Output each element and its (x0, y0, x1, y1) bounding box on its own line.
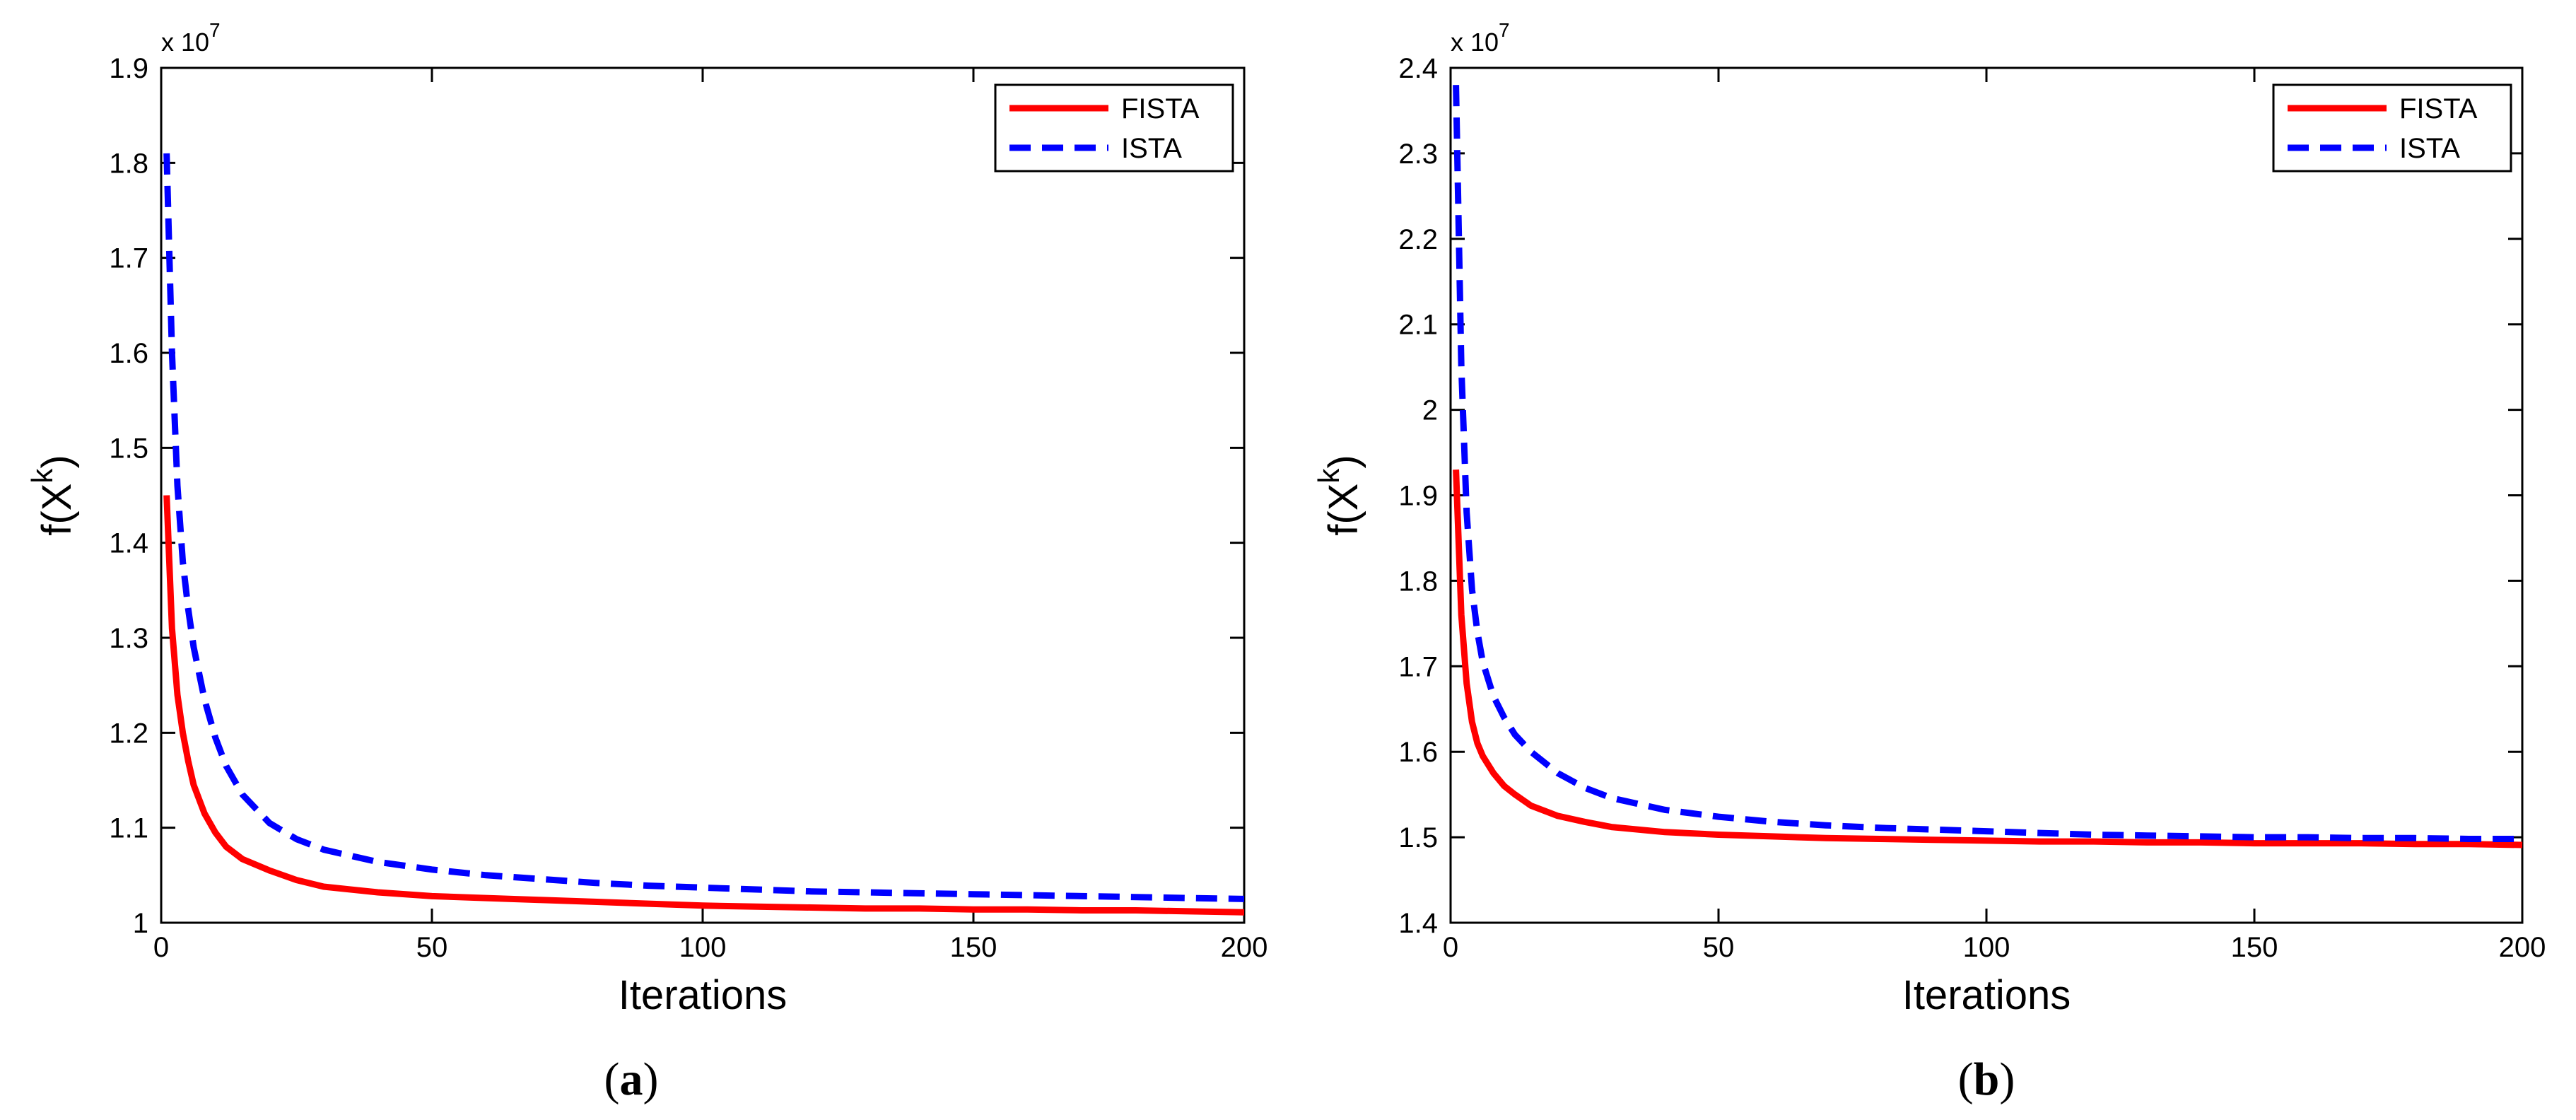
y-tick-label: 1.8 (109, 148, 148, 179)
x-axis-title: Iterations (619, 972, 788, 1018)
y-axis-title: f(Xk) (1312, 455, 1366, 535)
y-tick-label: 1.7 (1398, 651, 1438, 682)
x-tick-label: 150 (2231, 932, 2278, 963)
legend: FISTA ISTA (2272, 83, 2512, 173)
series-line-ista (1453, 85, 2522, 842)
y-tick-label: 2.1 (1398, 310, 1438, 341)
y-axis-title-close: ) (34, 455, 80, 468)
axis-multiplier: x 107 (1451, 19, 1510, 57)
y-tick-label: 1.7 (109, 243, 148, 274)
x-tick-label: 200 (1221, 932, 1268, 963)
y-tick-label: 2.3 (1398, 139, 1438, 170)
y-axis-title-main: f(X (34, 484, 80, 536)
x-tick-label: 0 (153, 932, 169, 963)
y-axis-title-superscript: k (1312, 468, 1345, 484)
plot-area (1449, 66, 2524, 924)
y-tick-label: 1.1 (109, 813, 148, 844)
panel-caption-close: ) (643, 1054, 659, 1105)
y-tick-label: 1.6 (1398, 737, 1438, 768)
legend-label-fista: FISTA (2399, 93, 2478, 124)
panel-caption: (b) (1958, 1054, 2015, 1105)
x-tick-label: 150 (950, 932, 997, 963)
axis-multiplier-base: x 10 (161, 28, 209, 57)
panel-caption: (a) (604, 1054, 659, 1105)
legend-label-ista: ISTA (1121, 133, 1182, 164)
y-tick-label: 2 (1422, 395, 1438, 426)
y-tick-label: 1.6 (109, 338, 148, 369)
legend-box (994, 83, 1234, 173)
x-tick-label: 100 (679, 932, 727, 963)
x-tick-label: 200 (2499, 932, 2546, 963)
y-tick-label: 1.2 (109, 718, 148, 749)
x-axis-title: Iterations (1902, 972, 2071, 1018)
y-axis-title-superscript: k (25, 468, 59, 484)
axis-multiplier-exponent: 7 (1499, 19, 1510, 41)
y-axis-title: f(Xk) (25, 455, 80, 535)
x-tick-label: 50 (416, 932, 448, 963)
axis-multiplier-base: x 10 (1451, 28, 1499, 57)
x-tick-label: 50 (1703, 932, 1735, 963)
y-tick-label: 1.4 (1398, 908, 1438, 939)
series-line-fista (163, 495, 1245, 916)
y-tick-label: 1.5 (1398, 822, 1438, 853)
chart-panel-b: 0 50 100 150 200 1.4 1.5 1.6 1.7 1.8 1.9 2 2.1 2.2 2.3… (1312, 19, 2546, 1105)
series-line-ista (163, 153, 1245, 902)
y-tick-label: 1.3 (109, 623, 148, 654)
axis-multiplier: x 107 (161, 19, 221, 57)
chart-panel-a: 0 50 100 150 200 1 1.1 1.2 1.3 1.4 1.5 1.6 1.7 1.8 1.9… (25, 19, 1267, 1105)
y-axis-title-main: f(X (1321, 484, 1366, 536)
series-line-fista (1453, 469, 2523, 848)
panel-caption-letter: b (1974, 1054, 2000, 1105)
legend: FISTA ISTA (994, 83, 1234, 173)
panel-caption-open: ( (1958, 1054, 1974, 1105)
panel-caption-open: ( (604, 1054, 620, 1105)
plot-area (160, 66, 1246, 924)
y-tick-label: 1 (133, 908, 148, 939)
panel-caption-close: ) (1999, 1054, 2015, 1105)
y-tick-label: 1.9 (1398, 481, 1438, 512)
y-tick-label: 1.5 (109, 433, 148, 464)
legend-label-ista: ISTA (2399, 133, 2460, 164)
y-tick-label: 1.9 (109, 53, 148, 84)
y-axis-title-close: ) (1321, 455, 1366, 468)
y-tick-label: 1.4 (109, 528, 148, 559)
panel-caption-letter: a (620, 1054, 643, 1105)
axis-multiplier-exponent: 7 (209, 19, 221, 41)
legend-box (2272, 83, 2512, 173)
y-tick-label: 2.2 (1398, 224, 1438, 255)
y-tick-label: 2.4 (1398, 53, 1438, 84)
legend-label-fista: FISTA (1121, 93, 1200, 124)
y-tick-label: 1.8 (1398, 566, 1438, 597)
x-tick-label: 0 (1443, 932, 1458, 963)
x-tick-label: 100 (1963, 932, 2010, 963)
